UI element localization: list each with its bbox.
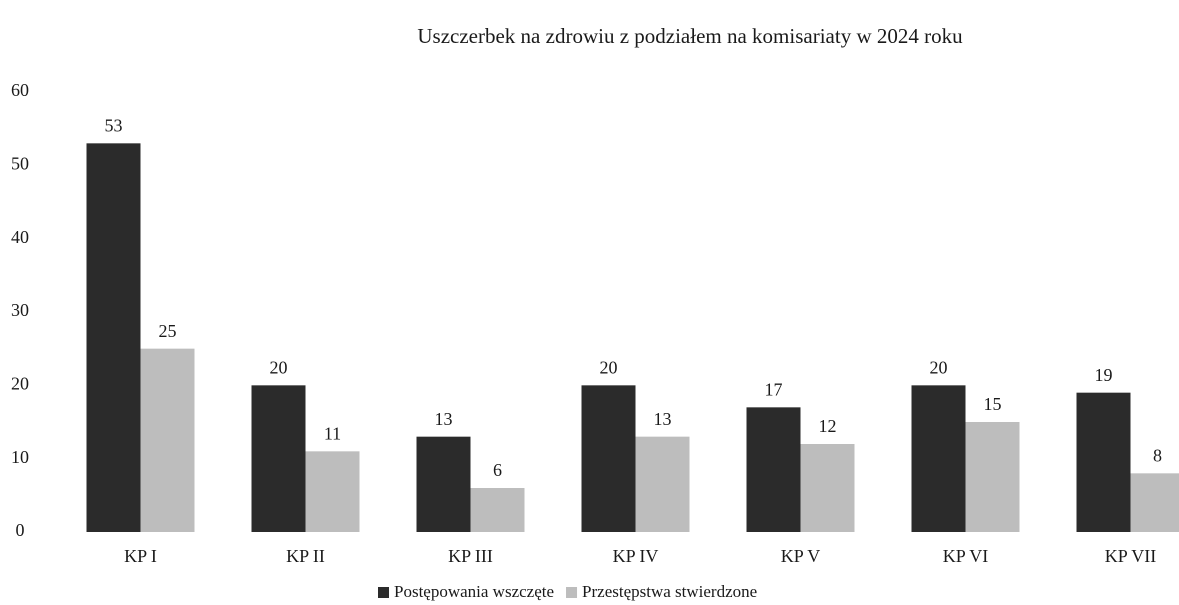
x-tick-label: KP VI bbox=[943, 546, 989, 566]
bar bbox=[1130, 473, 1179, 532]
data-label: 20 bbox=[600, 357, 618, 377]
bar bbox=[251, 385, 306, 532]
legend-swatch bbox=[566, 587, 578, 598]
legend-label: Postępowania wszczęte bbox=[394, 582, 554, 601]
data-label: 20 bbox=[930, 357, 948, 377]
data-label: 12 bbox=[819, 416, 837, 436]
data-label: 11 bbox=[324, 423, 341, 443]
legend-label: Przestępstwa stwierdzone bbox=[582, 582, 757, 601]
x-tick-label: KP II bbox=[286, 546, 325, 566]
bar bbox=[305, 451, 360, 532]
data-label: 17 bbox=[765, 379, 783, 399]
y-tick-label: 50 bbox=[11, 153, 29, 173]
data-label: 8 bbox=[1153, 445, 1162, 465]
bar bbox=[581, 385, 636, 532]
data-label: 13 bbox=[654, 409, 672, 429]
bar bbox=[1076, 392, 1131, 532]
data-label: 13 bbox=[435, 409, 453, 429]
x-tick-label: KP III bbox=[448, 546, 493, 566]
y-tick-label: 40 bbox=[11, 227, 29, 247]
bar bbox=[140, 348, 195, 532]
x-tick-label: KP IV bbox=[613, 546, 659, 566]
bar bbox=[800, 444, 855, 532]
y-tick-label: 20 bbox=[11, 373, 29, 393]
data-label: 15 bbox=[984, 394, 1002, 414]
chart-title: Uszczerbek na zdrowiu z podziałem na kom… bbox=[417, 24, 963, 48]
bar bbox=[911, 385, 966, 532]
y-tick-label: 10 bbox=[11, 447, 29, 467]
legend-swatch bbox=[378, 587, 389, 598]
data-label: 6 bbox=[493, 460, 502, 480]
bar bbox=[86, 143, 141, 533]
bar bbox=[746, 407, 801, 532]
x-tick-label: KP V bbox=[781, 546, 821, 566]
y-tick-label: 60 bbox=[11, 80, 29, 100]
y-tick-label: 30 bbox=[11, 300, 29, 320]
data-label: 19 bbox=[1095, 365, 1113, 385]
bar bbox=[635, 436, 690, 532]
bar bbox=[416, 436, 471, 532]
bar bbox=[965, 422, 1020, 532]
x-tick-label: KP I bbox=[124, 546, 157, 566]
data-label: 20 bbox=[270, 357, 288, 377]
x-tick-label: KP VII bbox=[1105, 546, 1157, 566]
y-tick-label: 0 bbox=[16, 520, 25, 540]
bar bbox=[470, 488, 525, 532]
data-label: 53 bbox=[105, 115, 123, 135]
data-label: 25 bbox=[159, 321, 177, 341]
